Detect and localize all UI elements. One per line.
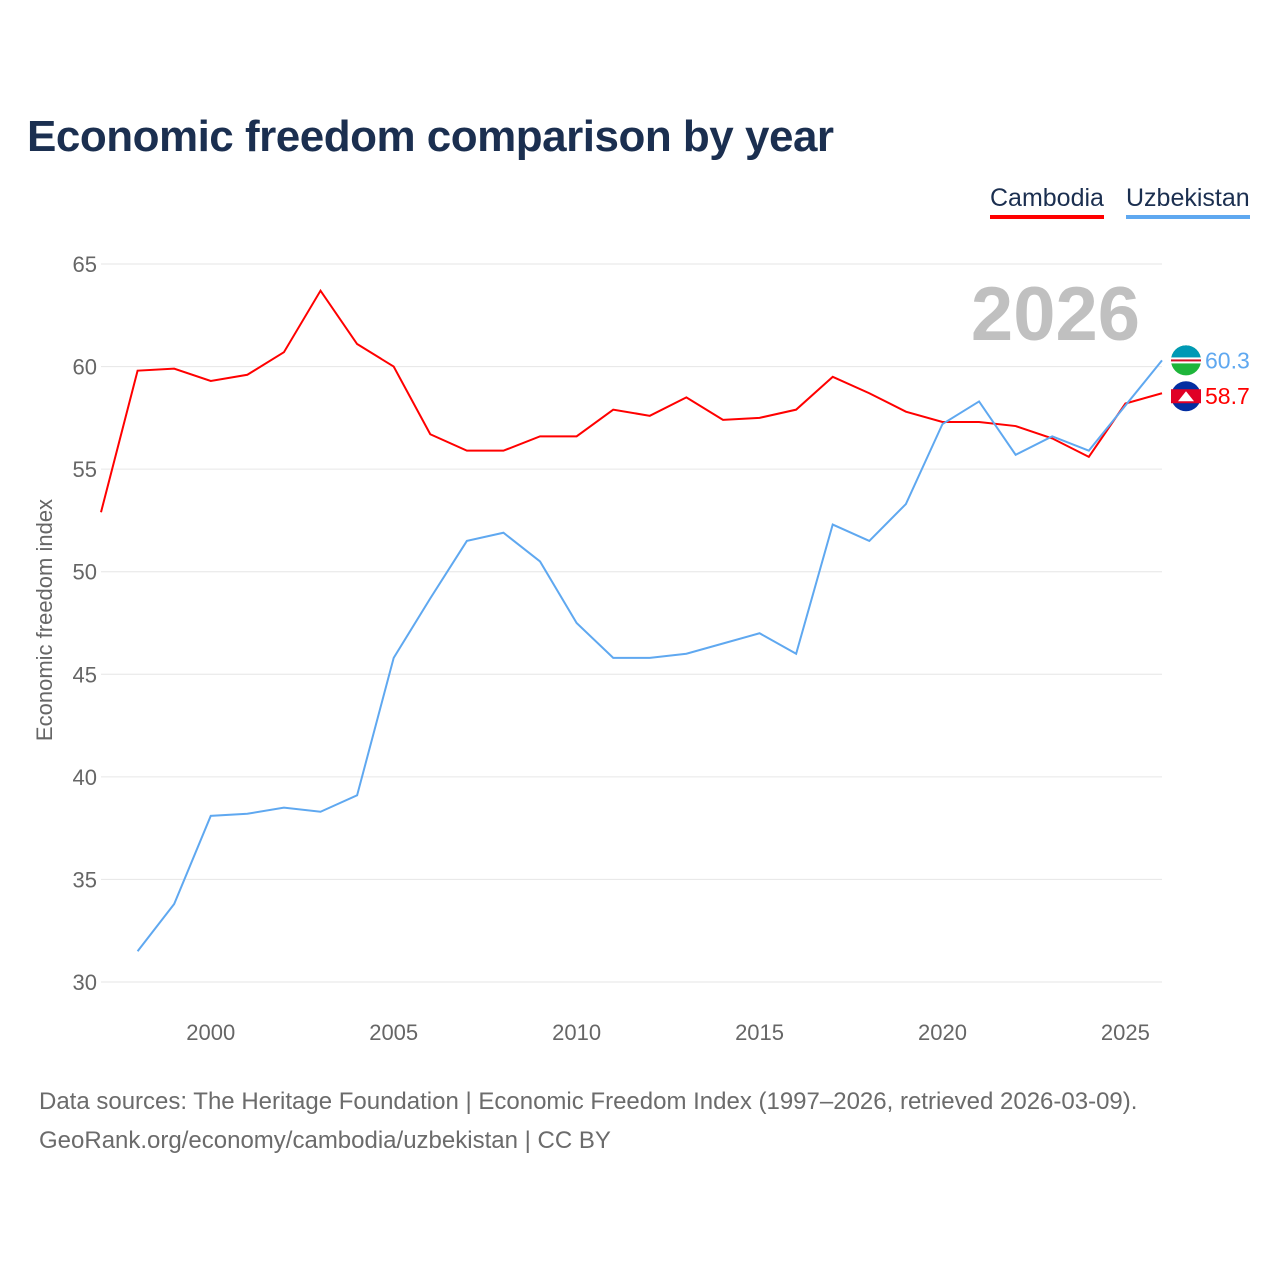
end-value-label-uzbekistan: 60.3 <box>1205 347 1250 373</box>
data-point <box>501 449 505 453</box>
y-axis-label: Economic freedom index <box>32 499 57 741</box>
series-line-cambodia <box>100 288 1163 513</box>
x-tick-label: 2010 <box>552 1020 601 1045</box>
y-tick-label: 55 <box>73 457 97 482</box>
x-tick-label: 2005 <box>369 1020 418 1045</box>
data-point <box>867 391 871 395</box>
year-watermark: 2026 <box>971 272 1140 357</box>
data-point <box>758 416 762 420</box>
legend-item-uzbekistan[interactable]: Uzbekistan <box>1126 184 1250 219</box>
data-point <box>611 408 615 412</box>
data-point <box>501 531 505 535</box>
flag-icon-uzbekistan <box>1171 345 1201 376</box>
data-point <box>428 432 432 436</box>
data-point <box>1014 424 1018 428</box>
data-point <box>392 365 396 369</box>
x-tick-label: 2020 <box>918 1020 967 1045</box>
data-point <box>172 902 176 906</box>
data-point <box>1087 449 1091 453</box>
data-point <box>575 434 579 438</box>
y-tick-label: 45 <box>73 662 97 687</box>
data-point <box>392 656 396 660</box>
data-point <box>538 434 542 438</box>
data-point <box>721 642 725 646</box>
x-tick-label: 2015 <box>735 1020 784 1045</box>
data-point <box>904 502 908 506</box>
data-point <box>319 810 323 814</box>
data-point <box>465 539 469 543</box>
data-point <box>648 414 652 418</box>
x-tick-label: 2025 <box>1101 1020 1150 1045</box>
data-point <box>867 539 871 543</box>
data-point <box>172 367 176 371</box>
data-point <box>1160 391 1164 395</box>
source-text: Data sources: The Heritage Foundation | … <box>39 1088 1138 1115</box>
data-point <box>136 949 140 953</box>
data-point <box>1087 455 1091 459</box>
data-point <box>136 369 140 373</box>
data-point <box>611 656 615 660</box>
flag-icon-cambodia <box>1171 381 1201 412</box>
data-point <box>245 373 249 377</box>
data-point <box>575 621 579 625</box>
data-point <box>245 812 249 816</box>
end-value-label-cambodia: 58.7 <box>1205 383 1250 409</box>
data-point <box>209 814 213 818</box>
data-point <box>794 652 798 656</box>
data-point <box>282 806 286 810</box>
data-point <box>977 399 981 403</box>
y-tick-label: 65 <box>73 252 97 277</box>
data-point <box>684 395 688 399</box>
data-point <box>831 523 835 527</box>
data-point <box>99 510 103 514</box>
plot-area: 30 35 40 45 50 55 60 65 2000 2005 2010 2015 2020 2025… <box>32 252 1250 1045</box>
legend-item-cambodia[interactable]: Cambodia <box>990 184 1104 219</box>
data-point <box>209 379 213 383</box>
y-tick-label: 30 <box>73 970 97 995</box>
y-tick-label: 60 <box>73 355 97 380</box>
data-point <box>831 375 835 379</box>
data-point <box>1050 434 1054 438</box>
data-point <box>1123 404 1127 408</box>
data-point <box>1160 358 1164 362</box>
data-point <box>538 559 542 563</box>
series-line-uzbekistan <box>136 359 1163 952</box>
x-tick-label: 2000 <box>186 1020 235 1045</box>
data-point <box>428 596 432 600</box>
data-point <box>355 342 359 346</box>
data-point <box>282 350 286 354</box>
data-point <box>794 408 798 412</box>
y-tick-label: 50 <box>73 560 97 585</box>
data-point <box>977 420 981 424</box>
data-point <box>684 652 688 656</box>
chart-title: Economic freedom comparison by year <box>27 112 834 161</box>
data-point <box>319 289 323 293</box>
data-point <box>721 418 725 422</box>
data-point <box>648 656 652 660</box>
data-point <box>904 410 908 414</box>
data-point <box>940 422 944 426</box>
data-point <box>355 793 359 797</box>
source-url[interactable]: GeoRank.org/economy/cambodia/uzbekistan … <box>39 1127 611 1154</box>
data-point <box>1014 453 1018 457</box>
y-tick-label: 40 <box>73 765 97 790</box>
y-tick-label: 35 <box>73 867 97 892</box>
data-point <box>465 449 469 453</box>
data-point <box>758 631 762 635</box>
